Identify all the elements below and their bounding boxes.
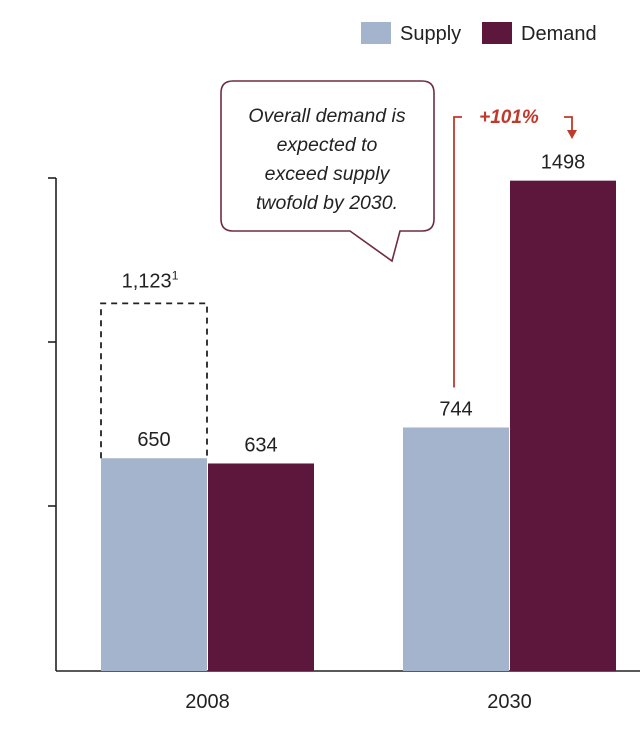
- category-label-2030: 2030: [487, 691, 532, 713]
- callout-line-2: expected to: [277, 134, 378, 156]
- bars: [101, 180, 616, 671]
- dashed-box-outline: [100, 302, 208, 459]
- bar-demand-2008: [208, 463, 314, 671]
- legend-swatch-supply: [361, 22, 391, 44]
- dashed-box-label: 1,1231: [122, 268, 179, 292]
- category-label-2008: 2008: [185, 691, 230, 713]
- value-label-supply-2030: 744: [439, 398, 472, 420]
- callout: Overall demand is expected to exceed sup…: [220, 80, 435, 263]
- growth-bracket-line-right: [564, 116, 573, 131]
- dashed-box-footnote: 1: [172, 268, 179, 282]
- dashed-box-annotation: 1,1231: [100, 268, 208, 459]
- legend-label-demand: Demand: [521, 23, 597, 45]
- growth-label: +101%: [479, 107, 539, 128]
- growth-arrowhead: [567, 130, 577, 139]
- callout-bubble: [220, 80, 435, 263]
- bar-supply-2030: [403, 427, 509, 671]
- legend: Supply Demand: [361, 22, 597, 45]
- bar-demand-2030: [510, 180, 616, 671]
- callout-line-1: Overall demand is: [248, 105, 405, 127]
- bar-supply-2008: [101, 458, 207, 671]
- value-label-supply-2008: 650: [137, 429, 170, 451]
- legend-swatch-demand: [482, 22, 512, 44]
- value-labels: 650 634 744 1498: [137, 152, 585, 457]
- value-label-demand-2008: 634: [244, 434, 277, 456]
- value-label-demand-2030: 1498: [541, 152, 586, 174]
- x-axis-labels: 2008 2030: [185, 691, 532, 713]
- dashed-box-value: 1,123: [122, 270, 172, 292]
- callout-line-4: twofold by 2030.: [256, 192, 398, 214]
- callout-line-3: exceed supply: [265, 163, 391, 185]
- growth-annotation: +101%: [453, 107, 577, 388]
- legend-label-supply: Supply: [400, 23, 461, 45]
- growth-bracket-line: [453, 116, 462, 388]
